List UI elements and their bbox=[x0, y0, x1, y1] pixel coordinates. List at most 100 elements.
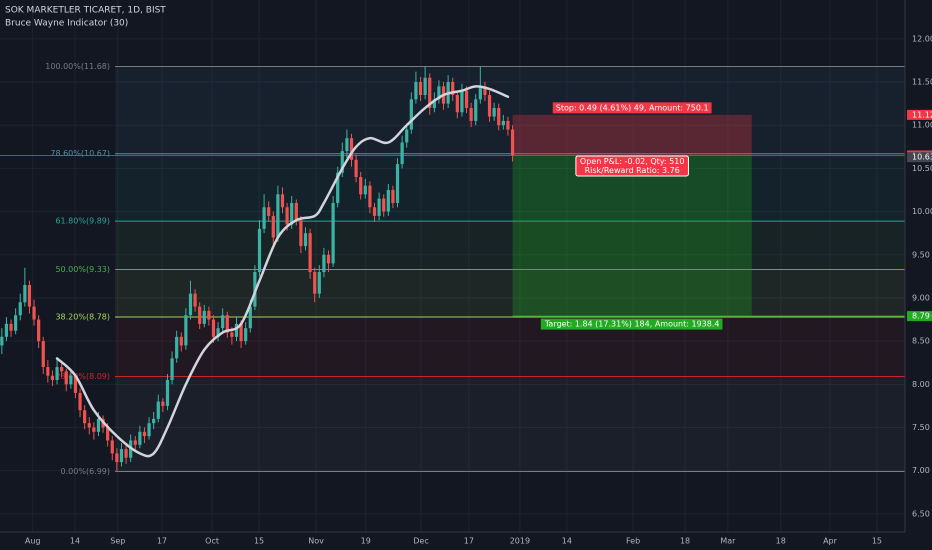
candle-body bbox=[138, 431, 142, 445]
y-tick-label: 10.50 bbox=[912, 164, 932, 173]
candle-body bbox=[92, 427, 96, 432]
x-tick-label: 2019 bbox=[510, 537, 530, 546]
candle-body bbox=[345, 138, 349, 152]
x-tick-label: Apr bbox=[823, 537, 838, 546]
ratio-label: Risk/Reward Ratio: 3.76 bbox=[585, 166, 680, 175]
y-tick-label: 8.00 bbox=[912, 380, 930, 389]
indicator-line bbox=[55, 85, 510, 458]
candle-body bbox=[193, 293, 197, 307]
candle-body bbox=[239, 323, 243, 342]
candle-body bbox=[437, 86, 441, 100]
candle-body bbox=[4, 323, 9, 337]
candle-body bbox=[225, 315, 229, 333]
candle-body bbox=[69, 375, 73, 385]
target-label-box bbox=[540, 318, 723, 330]
candle-body bbox=[244, 328, 248, 342]
candle-body bbox=[501, 120, 505, 126]
candle-body bbox=[234, 323, 239, 337]
stop-label-box bbox=[552, 102, 712, 114]
x-tick-label: Feb bbox=[626, 537, 640, 546]
candle-body bbox=[110, 440, 114, 454]
candle-body bbox=[363, 185, 367, 195]
fib-retracement: 100.00%(11.68) 78.60%(10.67) 61.80%(9.89) 5… bbox=[45, 62, 905, 476]
x-tick-label: Dec bbox=[413, 537, 428, 546]
price-tag bbox=[907, 311, 932, 322]
y-tick-label: 8.50 bbox=[912, 337, 930, 346]
y-tick-label: 7.50 bbox=[912, 423, 930, 432]
candle-body bbox=[497, 107, 501, 126]
fib-zone bbox=[115, 153, 905, 222]
candle-body bbox=[78, 392, 82, 411]
price-tag bbox=[907, 152, 932, 163]
candle-body bbox=[83, 410, 87, 424]
fib-zone bbox=[115, 269, 905, 317]
y-tick-label: 11.00 bbox=[912, 121, 932, 130]
candle-body bbox=[207, 310, 211, 320]
candle-body bbox=[221, 315, 225, 329]
candle-body bbox=[262, 207, 266, 229]
price-tag-label: 11.12 bbox=[912, 110, 932, 119]
candle-body bbox=[400, 142, 404, 165]
candle-body bbox=[60, 367, 64, 372]
fib-label: 0.00%(6.99) bbox=[61, 467, 110, 476]
x-tick-label: 14 bbox=[562, 537, 572, 546]
candle-body bbox=[198, 306, 202, 324]
candle-body bbox=[317, 272, 321, 294]
candle-body bbox=[73, 375, 78, 393]
candle-body bbox=[451, 82, 455, 95]
candle-body bbox=[487, 95, 492, 117]
candle-body bbox=[156, 401, 160, 419]
y-tick-label: 10.00 bbox=[912, 207, 932, 216]
y-tick-label: 12.00 bbox=[912, 34, 932, 43]
position-tool bbox=[0, 114, 905, 317]
candle-body bbox=[423, 77, 427, 95]
price-tag bbox=[907, 109, 932, 120]
candle-body bbox=[506, 120, 510, 130]
candle-body bbox=[382, 198, 386, 212]
candle-body bbox=[179, 336, 183, 346]
candle-body bbox=[46, 367, 50, 376]
candle-body bbox=[18, 302, 22, 316]
candle-body bbox=[119, 449, 124, 463]
candle-body bbox=[428, 77, 432, 108]
price-axis bbox=[905, 0, 932, 550]
target-zone bbox=[512, 155, 752, 317]
candle-body bbox=[202, 310, 206, 324]
candle-body bbox=[478, 86, 482, 100]
fib-label: 38.20%(8.78) bbox=[55, 312, 110, 321]
indicator-legend: Bruce Wayne Indicator (30) bbox=[5, 19, 128, 29]
stop-zone bbox=[512, 114, 752, 156]
x-tick-label: Sep bbox=[110, 537, 125, 546]
fib-label: 50.00%(9.33) bbox=[55, 265, 110, 274]
y-tick-label: 9.00 bbox=[912, 293, 930, 302]
candle-body bbox=[414, 82, 418, 100]
candle-body bbox=[257, 228, 262, 273]
candle-body bbox=[165, 380, 170, 406]
time-axis bbox=[0, 532, 905, 550]
candle-body bbox=[115, 453, 119, 463]
x-tick-label: 18 bbox=[680, 537, 690, 546]
x-tick-label: 17 bbox=[464, 537, 474, 546]
candle-body bbox=[211, 319, 216, 337]
position-labels: Stop: 0.49 (4.61%) 49, Amount: 750.1 Open… bbox=[540, 102, 723, 330]
candle-body bbox=[510, 129, 515, 156]
x-tick-label: 15 bbox=[872, 537, 882, 546]
candle-body bbox=[9, 323, 13, 331]
y-tick-label: 11.50 bbox=[912, 78, 932, 87]
x-tick-label: 18 bbox=[776, 537, 786, 546]
candle-body bbox=[147, 423, 151, 437]
candle-body bbox=[340, 151, 344, 173]
x-tick-label: 19 bbox=[361, 537, 371, 546]
candle-body bbox=[326, 254, 331, 264]
candle-body bbox=[133, 440, 137, 445]
candle-body bbox=[188, 293, 193, 316]
candle-body bbox=[354, 159, 358, 178]
candle-body bbox=[87, 423, 91, 428]
candle-body bbox=[142, 431, 147, 437]
candle-body bbox=[395, 164, 400, 203]
fib-label: 78.60%(10.67) bbox=[50, 149, 110, 158]
fib-zone bbox=[115, 66, 905, 154]
candle-body bbox=[37, 319, 41, 342]
candle-body bbox=[23, 285, 27, 303]
fib-label: 100.00%(11.68) bbox=[45, 62, 110, 71]
